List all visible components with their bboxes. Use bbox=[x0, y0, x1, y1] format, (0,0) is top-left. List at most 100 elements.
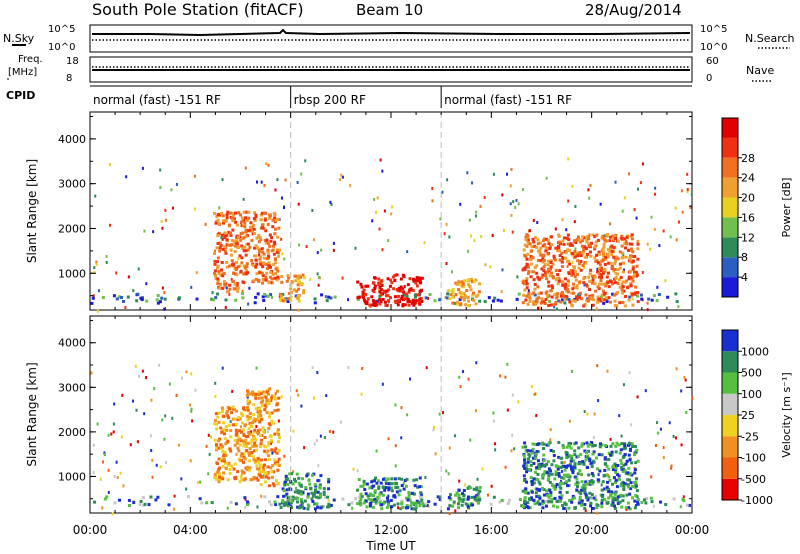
data-cell bbox=[292, 288, 296, 292]
scatter-pixel bbox=[107, 433, 110, 437]
ground-pixel bbox=[489, 502, 493, 506]
data-cell bbox=[631, 292, 635, 296]
data-cell bbox=[377, 282, 381, 286]
data-cell bbox=[544, 249, 548, 253]
colorbar-tick-label: -25 bbox=[741, 430, 759, 443]
data-cell bbox=[288, 472, 292, 476]
data-cell bbox=[305, 474, 309, 478]
data-cell bbox=[633, 292, 637, 296]
data-cell bbox=[634, 483, 638, 487]
scatter-pixel bbox=[530, 384, 533, 388]
data-cell bbox=[406, 506, 410, 510]
scatter-pixel bbox=[499, 374, 502, 378]
data-cell bbox=[268, 264, 272, 268]
data-cell bbox=[538, 482, 542, 486]
data-cell bbox=[386, 503, 390, 507]
data-cell bbox=[614, 450, 618, 454]
data-cell bbox=[293, 274, 297, 278]
data-cell bbox=[289, 506, 293, 510]
data-cell bbox=[618, 262, 622, 266]
data-cell bbox=[567, 272, 571, 276]
scatter-pixel bbox=[685, 410, 688, 414]
data-cell bbox=[608, 279, 612, 283]
scatter-pixel bbox=[351, 506, 354, 510]
data-cell bbox=[408, 277, 412, 281]
data-cell bbox=[381, 477, 385, 481]
data-cell bbox=[579, 492, 583, 496]
data-cell bbox=[232, 467, 236, 471]
data-cell bbox=[313, 483, 317, 487]
data-cell bbox=[552, 256, 556, 260]
data-cell bbox=[242, 433, 246, 437]
data-cell bbox=[264, 229, 268, 233]
ground-pixel bbox=[350, 501, 354, 505]
data-cell bbox=[228, 287, 232, 291]
data-cell bbox=[393, 273, 397, 277]
data-cell bbox=[284, 480, 288, 484]
data-cell bbox=[257, 234, 261, 238]
data-cell bbox=[257, 390, 261, 394]
data-cell bbox=[266, 465, 270, 469]
data-cell bbox=[549, 303, 553, 307]
data-cell bbox=[255, 467, 259, 471]
ground-pixel bbox=[268, 500, 272, 504]
data-cell bbox=[312, 492, 316, 496]
data-cell bbox=[215, 215, 219, 219]
data-cell bbox=[578, 469, 582, 473]
data-cell bbox=[559, 242, 563, 246]
data-cell bbox=[524, 279, 528, 283]
data-cell bbox=[553, 487, 557, 491]
scatter-pixel bbox=[135, 408, 138, 412]
data-cell bbox=[410, 491, 414, 495]
data-cell bbox=[405, 477, 409, 481]
scatter-pixel bbox=[597, 473, 600, 477]
data-cell bbox=[525, 464, 529, 468]
data-cell bbox=[265, 257, 269, 261]
data-cell bbox=[522, 454, 526, 458]
scatter-pixel bbox=[517, 202, 520, 206]
data-cell bbox=[253, 449, 257, 453]
data-cell bbox=[216, 256, 220, 260]
data-cell bbox=[253, 219, 257, 223]
data-cell bbox=[591, 281, 595, 285]
data-cell bbox=[630, 442, 634, 446]
data-cell bbox=[227, 243, 231, 247]
data-cell bbox=[612, 235, 616, 239]
ground-pixel bbox=[544, 499, 548, 503]
data-cell bbox=[249, 221, 253, 225]
data-cell bbox=[409, 504, 413, 508]
data-cell bbox=[551, 262, 555, 266]
data-cell bbox=[523, 441, 527, 445]
scatter-pixel bbox=[96, 309, 99, 313]
data-cell bbox=[588, 482, 592, 486]
data-cell bbox=[539, 291, 543, 295]
data-cell bbox=[361, 484, 365, 488]
data-cell bbox=[568, 463, 572, 467]
data-cell bbox=[523, 267, 527, 271]
data-cell bbox=[586, 456, 590, 460]
data-cell bbox=[377, 486, 381, 490]
data-cell bbox=[271, 482, 275, 486]
data-cell bbox=[620, 467, 624, 471]
data-cell bbox=[577, 235, 581, 239]
scatter-pixel bbox=[606, 369, 609, 373]
data-cell bbox=[598, 252, 602, 256]
data-cell bbox=[533, 244, 537, 248]
data-cell bbox=[575, 455, 579, 459]
scatter-pixel bbox=[317, 283, 320, 287]
data-cell bbox=[272, 252, 276, 256]
data-cell bbox=[628, 492, 632, 496]
ground-pixel bbox=[286, 300, 290, 304]
data-cell bbox=[259, 458, 263, 462]
data-cell bbox=[372, 303, 376, 307]
data-cell bbox=[522, 280, 526, 284]
data-cell bbox=[214, 448, 218, 452]
data-cell bbox=[397, 493, 401, 497]
data-cell bbox=[256, 478, 260, 482]
scatter-pixel bbox=[432, 428, 435, 432]
data-cell bbox=[233, 244, 237, 248]
ground-pixel bbox=[103, 497, 107, 501]
data-cell bbox=[573, 506, 577, 510]
scatter-pixel bbox=[464, 483, 467, 487]
data-cell bbox=[252, 413, 256, 417]
